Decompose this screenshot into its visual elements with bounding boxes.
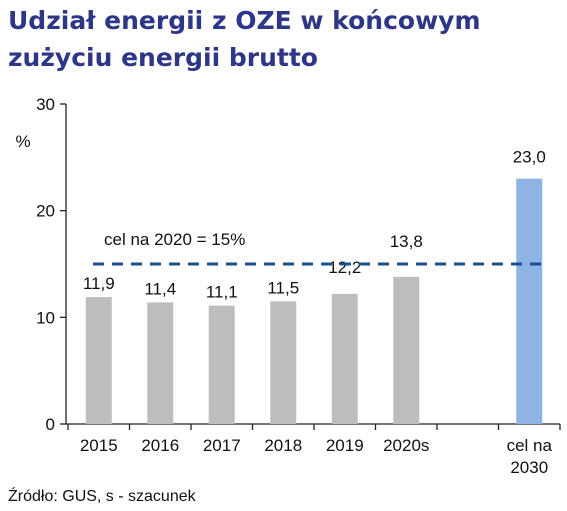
y-tick-label: 10 — [36, 308, 55, 327]
bar — [270, 301, 297, 424]
x-tick-label: cel na 2030 — [507, 436, 553, 477]
y-axis-label: % — [15, 132, 30, 151]
x-tick-label: 2020s — [383, 436, 429, 455]
value-label: 11,1 — [206, 283, 238, 302]
chart-title: Udział energii z OZE w końcowym zużyciu … — [8, 6, 481, 72]
bar — [85, 297, 112, 424]
value-label: 11,4 — [144, 279, 176, 298]
target-line-label: cel na 2020 = 15% — [104, 230, 245, 249]
value-labels: 11,9 11,4 11,1 11,5 12,2 13,8 23,0 — [83, 148, 546, 302]
y-tick-label: 0 — [46, 415, 55, 434]
value-label: 12,2 — [328, 258, 361, 277]
value-label: 23,0 — [513, 148, 546, 167]
x-tick-label: 2016 — [141, 436, 179, 455]
value-label: 11,5 — [267, 278, 299, 297]
bars — [85, 178, 543, 424]
bar — [516, 178, 543, 424]
target-line-group: cel na 2020 = 15% — [93, 230, 542, 266]
x-tick-label: 2018 — [264, 436, 302, 455]
x-tick-label: 2017 — [203, 436, 241, 455]
x-tick-label-line: cel na — [507, 436, 553, 455]
y-tick-label: 20 — [36, 202, 55, 221]
bar — [147, 302, 174, 424]
bar — [208, 305, 235, 424]
source-note: Źródło: GUS, s - szacunek — [8, 488, 196, 505]
x-tick-label: 2019 — [326, 436, 364, 455]
x-tick-label-line: 2030 — [510, 458, 548, 477]
bar — [393, 276, 420, 424]
value-label: 13,8 — [390, 232, 423, 251]
x-tick-label: 2015 — [80, 436, 118, 455]
bar — [331, 293, 358, 424]
y-tick-label: 30 — [36, 95, 55, 114]
value-label: 11,9 — [83, 274, 115, 293]
